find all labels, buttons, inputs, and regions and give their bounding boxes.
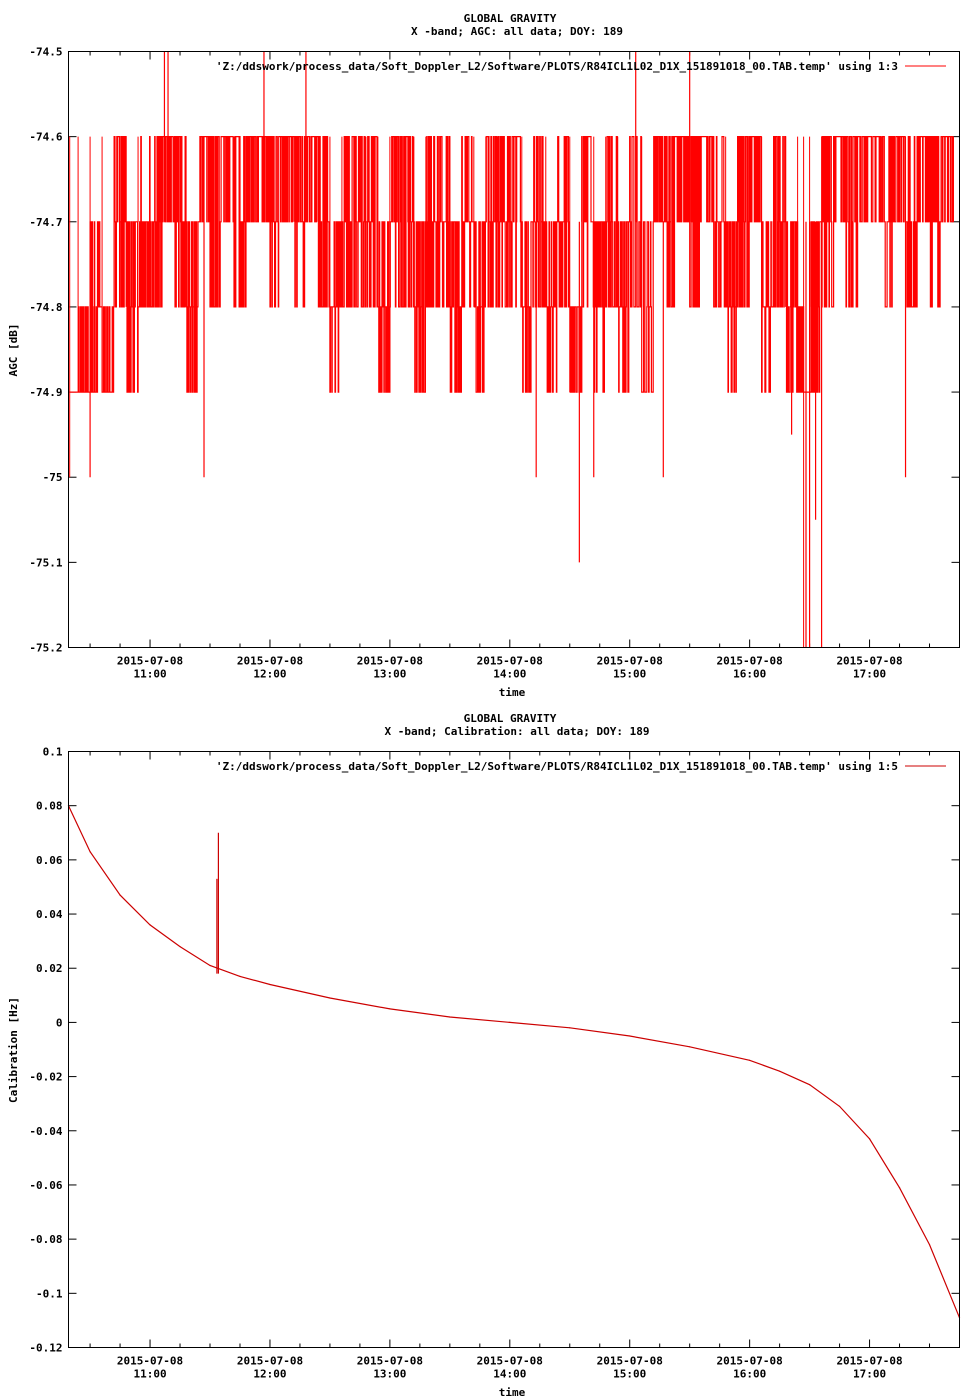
calibration-data-point [779, 1070, 781, 1072]
calibration-x-tick-time: 13:00 [373, 1368, 406, 1381]
calibration-data-point [569, 1027, 571, 1029]
agc-plot-frame [68, 51, 960, 648]
agc-y-tick-label: -75 [43, 471, 63, 484]
calibration-x-tick-time: 12:00 [253, 1368, 286, 1381]
agc-x-tick-time: 14:00 [493, 668, 526, 681]
calibration-data-point [89, 851, 91, 853]
calibration-data-point [209, 964, 211, 967]
agc-y-tick-label: -74.6 [29, 131, 62, 144]
agc-chart-subtitle: X -band; AGC: all data; DOY: 189 [411, 25, 623, 38]
calibration-data-point [179, 945, 181, 948]
calibration-chart-subtitle: X -band; Calibration: all data; DOY: 189 [385, 725, 650, 738]
calibration-y-tick-label: -0.02 [29, 1071, 62, 1084]
agc-x-tick-time: 11:00 [133, 668, 166, 681]
calibration-data-point [449, 1016, 451, 1018]
calibration-data-point [239, 975, 241, 977]
calibration-y-tick-label: 0.02 [36, 962, 63, 975]
calibration-legend: 'Z:/ddswork/process_data/Soft_Doppler_L2… [216, 760, 946, 773]
agc-x-axis-label: time [499, 686, 526, 699]
calibration-x-tick-date: 2015-07-08 [477, 1355, 543, 1368]
agc-y-tick-label: -74.8 [29, 301, 62, 314]
calibration-x-tick-date: 2015-07-08 [836, 1355, 902, 1368]
calibration-x-tick-date: 2015-07-08 [117, 1355, 183, 1368]
calibration-series-line [67, 805, 961, 1318]
calibration-ticks: 0.1 0.08 0.06 0.04 0.02 0 -0.02 -0.04 -0.06 -0.08… [29, 746, 960, 1381]
calibration-data-point [149, 924, 151, 926]
calibration-plot-frame [68, 751, 960, 1348]
agc-x-tick-date: 2015-07-08 [836, 655, 902, 668]
agc-legend-label: 'Z:/ddswork/process_data/Soft_Doppler_L2… [216, 60, 898, 73]
calibration-data-point [119, 894, 121, 896]
calibration-y-axis-label: Calibration [Hz] [7, 997, 20, 1103]
agc-x-tick-time: 17:00 [853, 668, 886, 681]
calibration-y-tick-label: -0.04 [29, 1125, 62, 1138]
agc-y-tick-label: -75.2 [29, 642, 62, 655]
agc-ticks: -74.5 -74.6 -74.7 -74.8 -74.9 -75 -75.1 -75.2 20… [29, 46, 960, 681]
agc-y-tick-label: -74.5 [29, 46, 62, 59]
agc-y-tick-label: -75.1 [29, 556, 62, 569]
agc-x-tick-date: 2015-07-08 [477, 655, 543, 668]
agc-y-tick-label: -74.7 [29, 216, 62, 229]
calibration-y-tick-label: 0.06 [36, 854, 63, 867]
calibration-y-tick-label: -0.1 [36, 1287, 63, 1300]
calibration-data-point [329, 997, 331, 999]
calibration-x-tick-time: 11:00 [133, 1368, 166, 1381]
calibration-y-tick-label: -0.06 [29, 1179, 62, 1192]
calibration-x-tick-time: 17:00 [853, 1368, 886, 1381]
agc-x-tick-date: 2015-07-08 [237, 655, 303, 668]
calibration-x-tick-time: 15:00 [613, 1368, 646, 1381]
calibration-y-tick-label: -0.08 [29, 1233, 62, 1246]
calibration-series [67, 805, 961, 1319]
calibration-x-tick-date: 2015-07-08 [357, 1355, 423, 1368]
agc-x-tick-date: 2015-07-08 [597, 655, 663, 668]
agc-x-tick-time: 13:00 [373, 668, 406, 681]
agc-x-tick-date: 2015-07-08 [117, 655, 183, 668]
agc-x-tick-time: 12:00 [253, 668, 286, 681]
calibration-chart-title: GLOBAL GRAVITY [464, 712, 557, 725]
agc-x-tick-time: 15:00 [613, 668, 646, 681]
calibration-x-tick-time: 14:00 [493, 1368, 526, 1381]
calibration-data-point [509, 1021, 511, 1024]
calibration-x-tick-date: 2015-07-08 [717, 1355, 783, 1368]
agc-chart-title: GLOBAL GRAVITY [464, 12, 557, 25]
calibration-data-point [838, 1105, 841, 1107]
calibration-data-point [269, 983, 271, 986]
calibration-data-point [928, 1243, 931, 1246]
agc-x-tick-time: 16:00 [733, 668, 766, 681]
calibration-data-point [898, 1187, 901, 1189]
agc-chart: GLOBAL GRAVITY X -band; AGC: all data; D… [7, 12, 960, 699]
agc-x-tick-date: 2015-07-08 [717, 655, 783, 668]
calibration-x-tick-time: 16:00 [733, 1368, 766, 1381]
calibration-data-point [689, 1046, 691, 1048]
calibration-y-tick-label: 0.08 [36, 800, 63, 813]
agc-x-tick-date: 2015-07-08 [357, 655, 423, 668]
calibration-data-point [749, 1059, 751, 1061]
calibration-x-axis-label: time [499, 1386, 526, 1399]
calibration-y-tick-label: 0.04 [36, 908, 63, 921]
calibration-legend-label: 'Z:/ddswork/process_data/Soft_Doppler_L2… [216, 760, 898, 773]
calibration-chart: GLOBAL GRAVITY X -band; Calibration: all… [7, 712, 961, 1399]
calibration-data-point [389, 1008, 391, 1010]
agc-series [69, 51, 955, 648]
agc-y-tick-label: -74.9 [29, 386, 62, 399]
calibration-data-point [868, 1138, 871, 1140]
agc-legend: 'Z:/ddswork/process_data/Soft_Doppler_L2… [216, 60, 946, 73]
agc-series-line [69, 136, 954, 393]
agc-y-axis-label: AGC [dB] [7, 324, 20, 377]
calibration-x-tick-date: 2015-07-08 [237, 1355, 303, 1368]
calibration-data-point [629, 1035, 631, 1037]
calibration-y-tick-label: 0.1 [43, 746, 63, 759]
calibration-y-tick-label: 0 [56, 1016, 63, 1029]
calibration-y-tick-label: -0.12 [29, 1342, 62, 1355]
calibration-data-point [809, 1084, 811, 1086]
calibration-x-tick-date: 2015-07-08 [597, 1355, 663, 1368]
